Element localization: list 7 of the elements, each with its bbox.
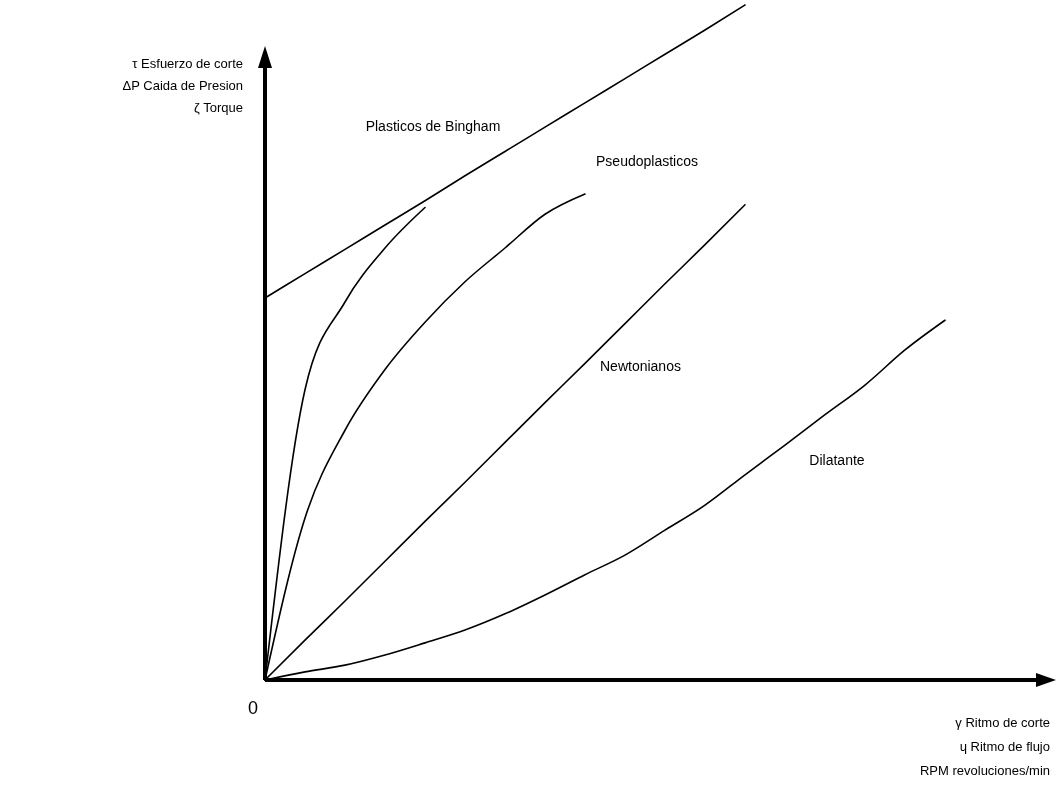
y-axis-title: τ Esfuerzo de corte ΔP Caida de Presion ζ Torque bbox=[122, 56, 243, 115]
series-label: Plasticos de Bingham bbox=[365, 117, 501, 134]
series-label: Dilatante bbox=[809, 451, 865, 468]
text: 0 bbox=[247, 698, 259, 718]
x-axis-title: γ Ritmo de corte ɥ Ritmo de flujo RPM revoluciones/min bbox=[919, 715, 1050, 778]
series-label: Newtonianos bbox=[600, 358, 681, 375]
series-label: Pseudoplasticos bbox=[596, 153, 698, 169]
